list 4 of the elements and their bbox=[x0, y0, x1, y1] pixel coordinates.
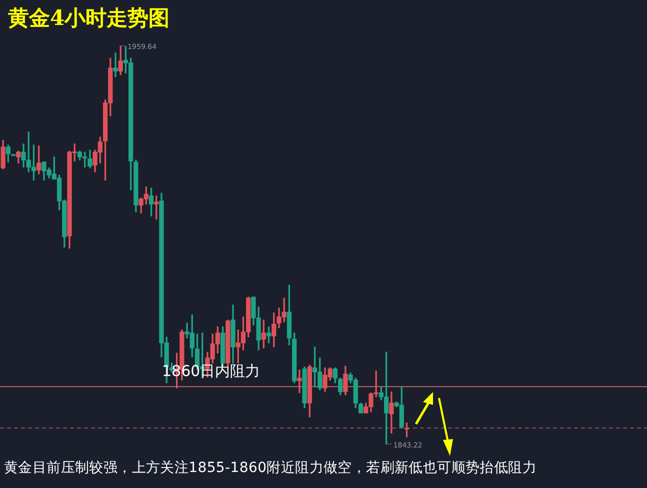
text: 黄金目前压制较强，上方关注1855-1860附近阻力做空，若刷新低也可顺势抬低阻力 bbox=[4, 459, 538, 477]
candlestick bbox=[113, 52, 118, 78]
candlestick bbox=[297, 370, 302, 394]
chart-title: 黄金4小时走势图 bbox=[8, 4, 170, 32]
